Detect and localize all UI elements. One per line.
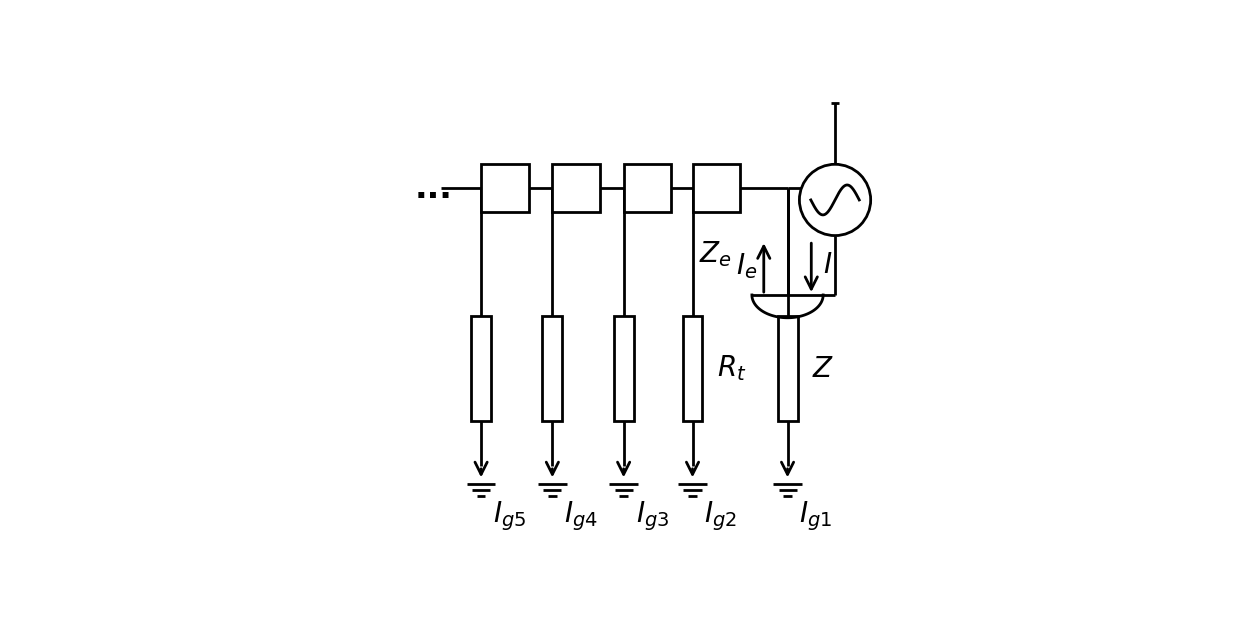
Text: $I_e$: $I_e$ bbox=[737, 252, 758, 281]
Circle shape bbox=[800, 164, 870, 236]
Text: $I_{g4}$: $I_{g4}$ bbox=[564, 499, 598, 533]
Text: $I_{g2}$: $I_{g2}$ bbox=[704, 499, 738, 533]
Text: $I_{g1}$: $I_{g1}$ bbox=[800, 499, 832, 533]
Bar bbox=[481, 164, 528, 212]
Bar bbox=[682, 317, 703, 421]
Bar bbox=[692, 164, 740, 212]
Text: ...: ... bbox=[414, 172, 453, 205]
Text: $R_t$: $R_t$ bbox=[717, 354, 746, 384]
Text: $I_{g5}$: $I_{g5}$ bbox=[494, 499, 526, 533]
Text: $I$: $I$ bbox=[823, 251, 832, 279]
Bar bbox=[471, 317, 491, 421]
Bar bbox=[624, 164, 671, 212]
Text: $I_{g3}$: $I_{g3}$ bbox=[635, 499, 668, 533]
Bar bbox=[552, 164, 600, 212]
Bar bbox=[614, 317, 634, 421]
Bar bbox=[542, 317, 562, 421]
Text: $Z$: $Z$ bbox=[812, 355, 835, 383]
Bar bbox=[777, 317, 797, 421]
Text: $Z_e$: $Z_e$ bbox=[698, 239, 732, 270]
